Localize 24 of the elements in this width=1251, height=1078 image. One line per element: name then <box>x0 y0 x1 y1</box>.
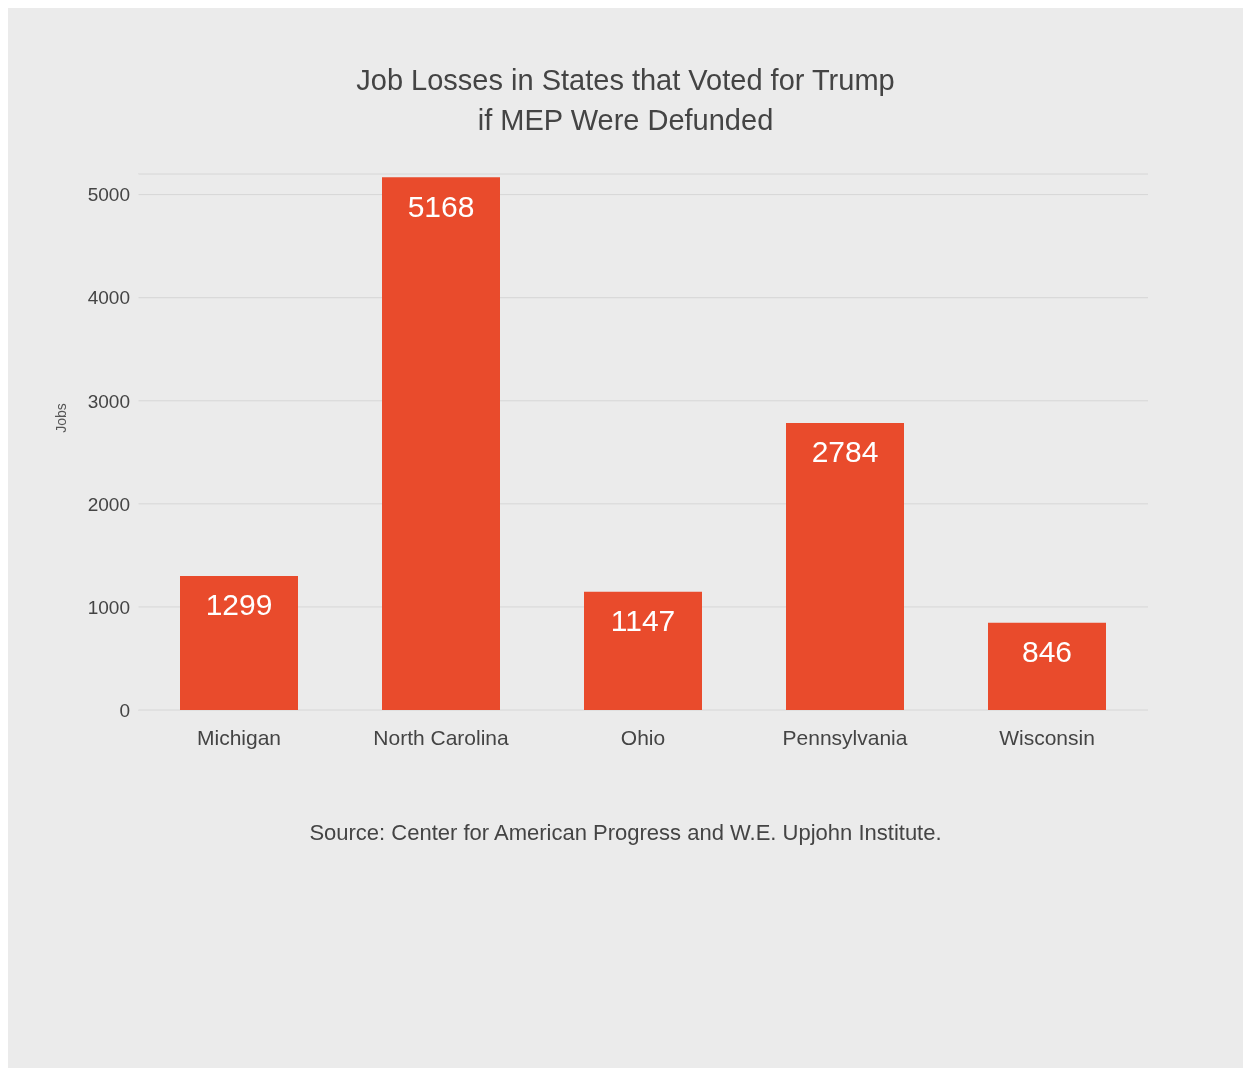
x-tick-label: North Carolina <box>373 725 510 749</box>
y-tick-label: 4000 <box>87 287 130 309</box>
bar <box>786 423 904 710</box>
data-label: 2784 <box>811 435 879 469</box>
y-axis-title: Jobs <box>52 403 69 433</box>
data-label: 5168 <box>407 189 475 223</box>
x-tick-label: Pennsylvania <box>782 725 908 749</box>
y-tick-label: 1000 <box>87 596 130 618</box>
y-tick-label: 2000 <box>87 493 130 515</box>
bar <box>382 177 500 710</box>
data-label: 1147 <box>610 604 676 638</box>
data-label: 846 <box>1021 635 1073 669</box>
y-tick-label: 5000 <box>87 184 130 206</box>
y-tick-label: 0 <box>119 699 130 721</box>
chart-title: Job Losses in States that Voted for Trump if MEP Were Defunded <box>355 63 896 138</box>
bar <box>584 591 702 710</box>
bar <box>180 576 298 710</box>
bar <box>988 622 1106 710</box>
x-tick-label: Ohio <box>620 725 666 749</box>
y-tick-label: 3000 <box>87 390 130 412</box>
data-label: 1299 <box>205 588 273 622</box>
source-note: Source: Center for American Progress and W.E. Upjohn Institute. <box>308 820 943 846</box>
x-tick-label: Michigan <box>196 725 282 749</box>
x-tick-label: Wisconsin <box>999 725 1095 749</box>
